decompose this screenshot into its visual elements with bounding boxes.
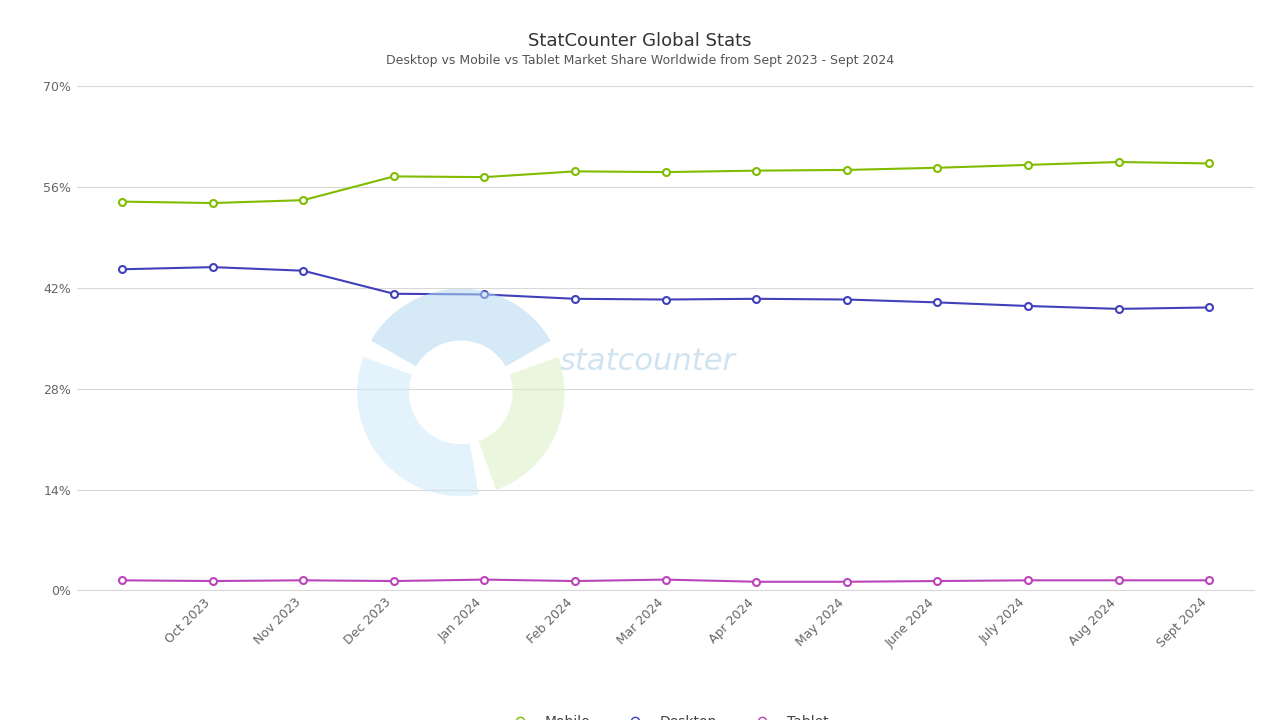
Legend: Mobile, Desktop, Tablet: Mobile, Desktop, Tablet [498,709,833,720]
Text: statcounter: statcounter [559,346,736,376]
Polygon shape [479,357,564,490]
Polygon shape [357,357,479,496]
Text: Desktop vs Mobile vs Tablet Market Share Worldwide from Sept 2023 - Sept 2024: Desktop vs Mobile vs Tablet Market Share… [387,54,893,67]
Text: StatCounter Global Stats: StatCounter Global Stats [529,32,751,50]
Polygon shape [371,289,550,366]
